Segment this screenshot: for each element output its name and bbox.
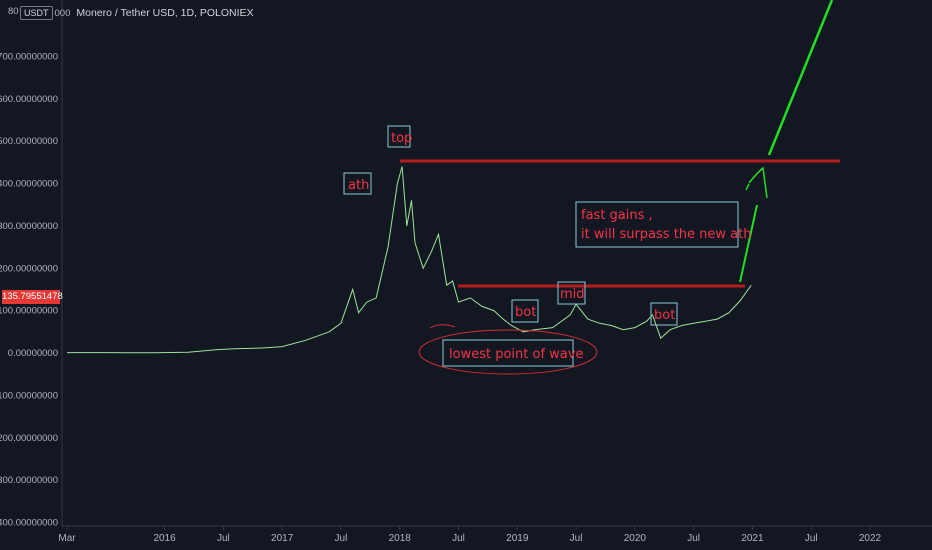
y-tick-label: 0.00000000 <box>8 348 58 359</box>
y-tick-label: 700.00000000 <box>0 51 58 62</box>
y-tick-label: -400.00000000 <box>0 518 58 529</box>
projection-line-short[interactable] <box>739 204 758 283</box>
x-tick-label: Jul <box>805 533 818 544</box>
projection-arrow-head <box>748 166 768 199</box>
x-tick-label: 2017 <box>271 533 294 544</box>
gains-annotation-box[interactable] <box>575 201 739 248</box>
y-tick-label: 400.00000000 <box>0 179 58 190</box>
top-annotation-box[interactable] <box>387 125 411 148</box>
top-tick-partial-right: 000 <box>54 7 71 19</box>
y-tick-label: 200.00000000 <box>0 263 58 274</box>
x-tick-label: Mar <box>58 533 76 544</box>
y-tick-label: 500.00000000 <box>0 136 58 147</box>
x-tick-label: 2019 <box>506 533 529 544</box>
gains-annotation-line2: it will surpass the new ath <box>581 227 751 242</box>
symbol-title[interactable]: Monero / Tether USD, 1D, POLONIEX <box>76 7 254 19</box>
x-tick-label: Jul <box>217 533 230 544</box>
y-tick-label: 300.00000000 <box>0 221 58 232</box>
y-tick-label: -200.00000000 <box>0 433 58 444</box>
mid-annotation-box[interactable] <box>557 281 586 305</box>
x-axis[interactable]: Mar 2016 Jul 2017 Jul 2018 Jul 2019 Jul 2020 Jul 20… <box>58 526 882 544</box>
ath-annotation-text: ath <box>348 178 369 193</box>
top-tick-partial: 80 <box>8 6 19 17</box>
x-tick-label: Jul <box>452 533 465 544</box>
gains-annotation-line1: fast gains , <box>581 208 653 223</box>
projection-line-main[interactable] <box>767 0 834 156</box>
x-tick-label: 2018 <box>389 533 412 544</box>
y-tick-label: -300.00000000 <box>0 475 58 486</box>
lowest-point-ellipse[interactable] <box>418 329 598 375</box>
ath-annotation-box[interactable] <box>343 172 372 195</box>
bot-annotation-box-2[interactable] <box>650 302 678 326</box>
mid-annotation-text: mid <box>560 287 585 302</box>
chart-header: 80 USDT 000 Monero / Tether USD, 1D, POL… <box>8 6 254 20</box>
price-series-line <box>67 166 752 354</box>
x-tick-label: Jul <box>570 533 583 544</box>
projection-arrow-curl <box>745 183 750 191</box>
y-tick-label: -100.00000000 <box>0 390 58 401</box>
x-tick-label: Jul <box>687 533 700 544</box>
x-tick-label: 2020 <box>624 533 647 544</box>
lowest-point-text: lowest point of wave <box>449 347 583 362</box>
bot-annotation-text-1: bot <box>515 305 536 320</box>
x-tick-label: 2016 <box>153 533 176 544</box>
y-axis[interactable]: 700.00000000 600.00000000 500.00000000 400.… <box>0 51 58 528</box>
y-tick-label: 100.00000000 <box>0 306 58 317</box>
x-tick-label: 2021 <box>741 533 764 544</box>
lowest-point-arrow <box>429 324 456 329</box>
bot-annotation-box-1[interactable] <box>511 299 539 323</box>
currency-badge[interactable]: USDT <box>20 6 53 20</box>
bot-annotation-text-2: bot <box>654 308 675 323</box>
current-price-tag: 135.79551478 <box>2 290 63 304</box>
lowest-point-box[interactable] <box>442 339 574 367</box>
y-tick-label: 600.00000000 <box>0 94 58 105</box>
x-tick-label: 2022 <box>859 533 882 544</box>
x-tick-label: Jul <box>335 533 348 544</box>
top-annotation-text: top <box>391 131 412 146</box>
